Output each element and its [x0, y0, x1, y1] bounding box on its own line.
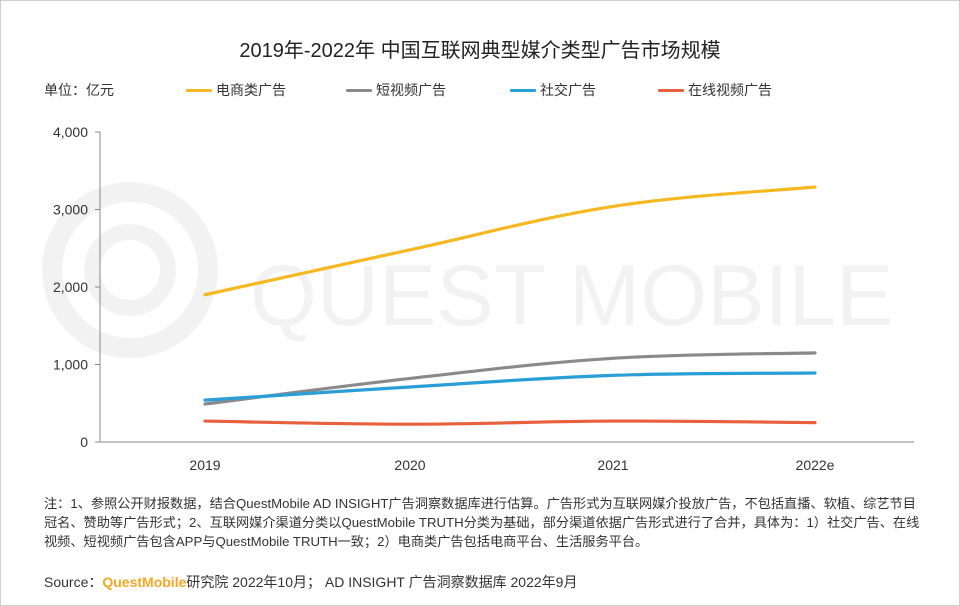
chart-title: 2019年-2022年 中国互联网典型媒介类型广告市场规模: [239, 40, 721, 62]
series-line-short-video: [203, 351, 817, 406]
watermark-text: QUEST MOBILE: [250, 248, 894, 344]
legend-label: 在线视频广告: [688, 82, 772, 98]
legend-item-short-video: 短视频广告: [346, 80, 446, 100]
footnote-text: 注：1、参照公开财报数据，结合QuestMobile AD INSIGHT广告洞…: [44, 496, 920, 549]
legend-label: 社交广告: [540, 82, 596, 98]
source-line: Source：QuestMobile研究院 2022年10月； AD INSIG…: [44, 572, 577, 592]
y-tick-label: 4,000: [53, 124, 88, 140]
series-line-online-video: [203, 419, 817, 426]
legend-item-ecommerce: 电商类广告: [186, 80, 286, 100]
legend-item-social: 社交广告: [510, 80, 596, 100]
y-tick-label: 0: [80, 434, 88, 450]
legend: 电商类广告 短视频广告 社交广告 在线视频广告: [0, 80, 960, 100]
source-label: Source：: [44, 574, 103, 590]
footnote: 注：1、参照公开财报数据，结合QuestMobile AD INSIGHT广告洞…: [44, 494, 924, 551]
legend-swatch: [510, 88, 536, 92]
legend-label: 电商类广告: [216, 82, 286, 98]
source-brand: QuestMobile: [102, 574, 187, 590]
y-tick-label: 2,000: [53, 279, 88, 295]
watermark-inner-ring-icon: [84, 224, 176, 316]
x-tick-label: 2021: [597, 457, 628, 473]
series-line-ecommerce: [203, 185, 817, 297]
legend-swatch: [186, 88, 212, 92]
watermark-ring-icon: [42, 182, 218, 358]
y-tick-label: 1,000: [53, 357, 88, 373]
y-tick-label: 3,000: [53, 202, 88, 218]
legend-label: 短视频广告: [376, 82, 446, 98]
legend-swatch: [658, 88, 684, 92]
source-rest: 研究院 2022年10月； AD INSIGHT 广告洞察数据库 2022年9月: [186, 574, 578, 590]
unit-label: 单位：亿元: [44, 82, 114, 98]
watermark-logo: QUEST MOBILE: [42, 182, 894, 358]
x-tick-label: 2019: [189, 457, 220, 473]
legend-item-online-video: 在线视频广告: [658, 80, 772, 100]
series-line-social: [203, 371, 817, 402]
x-tick-label: 2020: [394, 457, 425, 473]
x-tick-label: 2022e: [796, 457, 835, 473]
legend-swatch: [346, 88, 372, 92]
